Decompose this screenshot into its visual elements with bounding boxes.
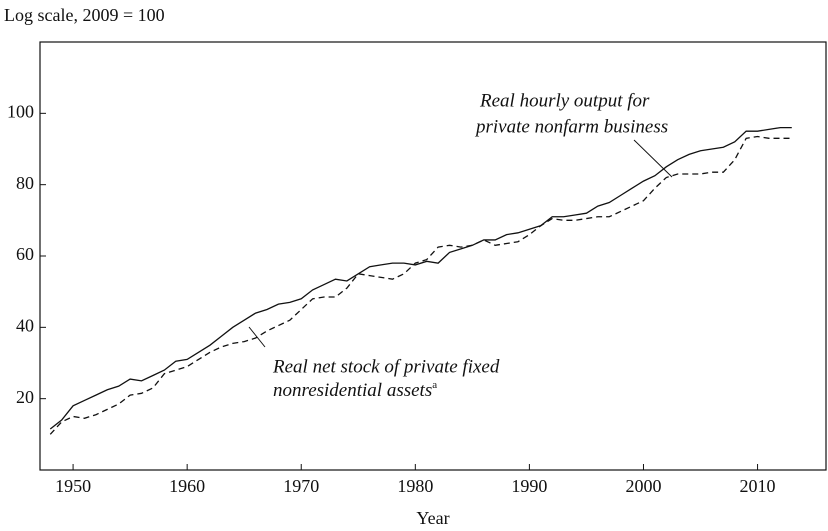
leader-line [633, 139, 673, 178]
x-axis-label: Year [416, 508, 449, 528]
y-tick-label: 60 [16, 244, 34, 264]
x-tick-label: 1980 [397, 476, 433, 496]
y-tick-label: 40 [16, 315, 34, 335]
y-tick-label: 100 [7, 101, 34, 121]
y-axis-label: Log scale, 2009 = 100 [4, 5, 165, 25]
x-tick-label: 1990 [511, 476, 547, 496]
y-tick-label: 20 [16, 387, 34, 407]
annotation: Real net stock of private fixed [272, 356, 500, 377]
annotation-line: nonresidential assets [273, 380, 432, 401]
superscript: a [432, 379, 437, 391]
annotation: Real hourly output for [479, 90, 650, 111]
series-line [49, 126, 792, 430]
x-tick-label: 1960 [169, 476, 205, 496]
y-tick-label: 80 [16, 173, 34, 193]
annotation: private nonfarm business [474, 116, 668, 137]
x-tick-label: 2000 [625, 476, 661, 496]
x-tick-label: 1950 [55, 476, 91, 496]
x-tick-label: 1970 [283, 476, 319, 496]
plot-frame [39, 41, 827, 471]
x-tick-label: 2010 [740, 476, 776, 496]
series-line [49, 135, 792, 435]
annotation: nonresidential assetsa [273, 379, 437, 402]
